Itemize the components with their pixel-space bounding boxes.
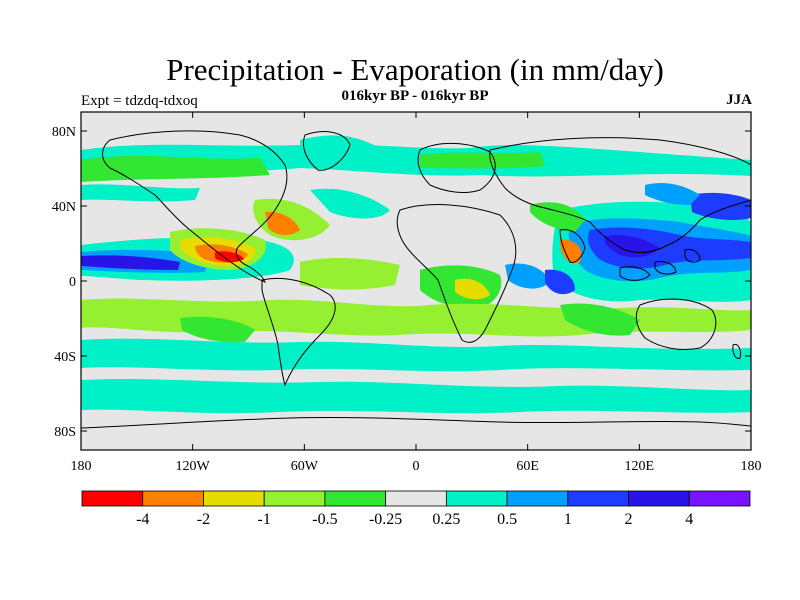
lon-tick-label: 120E: [625, 459, 655, 474]
field-patch: [265, 211, 300, 236]
field-patch: [455, 278, 490, 300]
field-patch: [81, 421, 751, 450]
lat-tick-label: 80N: [52, 125, 76, 140]
colorbar-swatch: [385, 490, 447, 507]
lon-tick-label: 180: [741, 459, 762, 474]
colorbar-label: 0.25: [432, 511, 460, 528]
field-patch: [310, 188, 390, 219]
coast-australia: [635, 298, 717, 351]
experiment-label: Expt = tdzdq-tdxoq: [81, 93, 198, 109]
colorbar: -4 -2 -1 -0.5 -0.25 0.25 0.5 1 2 4: [81, 490, 751, 528]
coast-south-america: [261, 277, 336, 387]
coast-greenland: [303, 131, 351, 171]
coastlines: [81, 130, 751, 429]
colorbar-swatch: [263, 490, 326, 507]
colorbar-label: 4: [685, 511, 693, 528]
colorbar-swatch: [628, 490, 690, 507]
field-patch: [530, 202, 585, 232]
field-patch: [300, 258, 400, 290]
field-patch: [81, 155, 270, 182]
field-patch: [81, 255, 180, 270]
lon-axis: 180 120W 60W 0 60E 120E 180: [71, 112, 762, 474]
colorbar-swatch: [203, 490, 265, 507]
page-title: Precipitation - Evaporation (in mm/day): [166, 52, 664, 87]
colorbar-label: -0.5: [312, 511, 337, 528]
lat-tick-label: 40N: [52, 200, 76, 215]
field-patch: [545, 269, 575, 295]
field-patch: [180, 316, 255, 343]
colorbar-label: 2: [625, 511, 633, 528]
coast-india: [559, 229, 586, 263]
field-patch: [505, 263, 550, 289]
colorbar-label: -2: [197, 511, 210, 528]
lat-axis: 80N 40N 0 40S 80S: [52, 125, 751, 440]
field-patch: [690, 192, 751, 220]
lon-tick-label: 60E: [516, 459, 539, 474]
lon-tick-label: 0: [413, 459, 420, 474]
coast-asia: [489, 137, 751, 253]
coast-islands: [684, 249, 701, 263]
lon-tick-label: 180: [71, 459, 92, 474]
lat-tick-label: 40S: [54, 350, 76, 365]
coast-europe: [417, 142, 496, 193]
lat-tick-label: 0: [69, 275, 76, 290]
lon-tick-label: 60W: [291, 459, 319, 474]
colorbar-swatch: [324, 490, 387, 507]
colorbar-swatch: [445, 490, 508, 507]
field-patch: [560, 303, 640, 336]
coast-islands: [654, 261, 677, 275]
field-patch: [420, 152, 545, 169]
colorbar-label: 0.5: [497, 511, 517, 528]
field-patch: [81, 184, 200, 202]
coast-antarctica: [81, 416, 751, 429]
season-label: JJA: [726, 92, 752, 108]
precip-field: [81, 135, 751, 450]
colorbar-swatch: [688, 490, 751, 507]
field-patch: [560, 239, 582, 264]
field-patch: [81, 378, 751, 414]
colorbar-label: -0.25: [369, 511, 402, 528]
map-subtitle: 016kyr BP - 016kyr BP: [341, 88, 489, 104]
colorbar-label: -1: [258, 511, 271, 528]
colorbar-swatch: [506, 490, 569, 507]
lat-tick-label: 80S: [54, 425, 76, 440]
colorbar-label: -4: [136, 511, 149, 528]
lon-tick-label: 120W: [176, 459, 211, 474]
colorbar-swatch: [567, 490, 629, 507]
coast-new-zealand: [732, 343, 741, 359]
coast-islands: [619, 266, 651, 281]
field-patch: [645, 183, 700, 205]
coast-north-america: [102, 130, 288, 283]
field-patch: [300, 135, 380, 160]
colorbar-label: 1: [564, 511, 572, 528]
coast-africa: [396, 204, 517, 343]
colorbar-swatch: [142, 490, 204, 507]
field-patch: [81, 338, 751, 372]
colorbar-swatch: [81, 490, 144, 507]
